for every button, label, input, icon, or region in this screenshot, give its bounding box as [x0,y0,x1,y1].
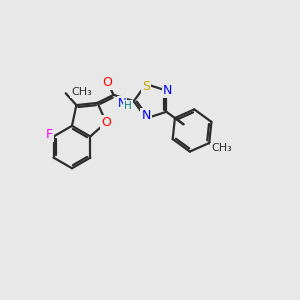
Text: N: N [118,97,127,110]
Text: CH₃: CH₃ [211,143,232,153]
Text: CH₃: CH₃ [71,87,92,97]
Text: H: H [124,101,132,111]
Text: S: S [142,80,150,93]
Text: O: O [101,116,111,129]
Text: F: F [46,128,53,142]
Text: N: N [142,110,151,122]
Text: O: O [103,76,112,89]
Text: N: N [163,84,172,97]
